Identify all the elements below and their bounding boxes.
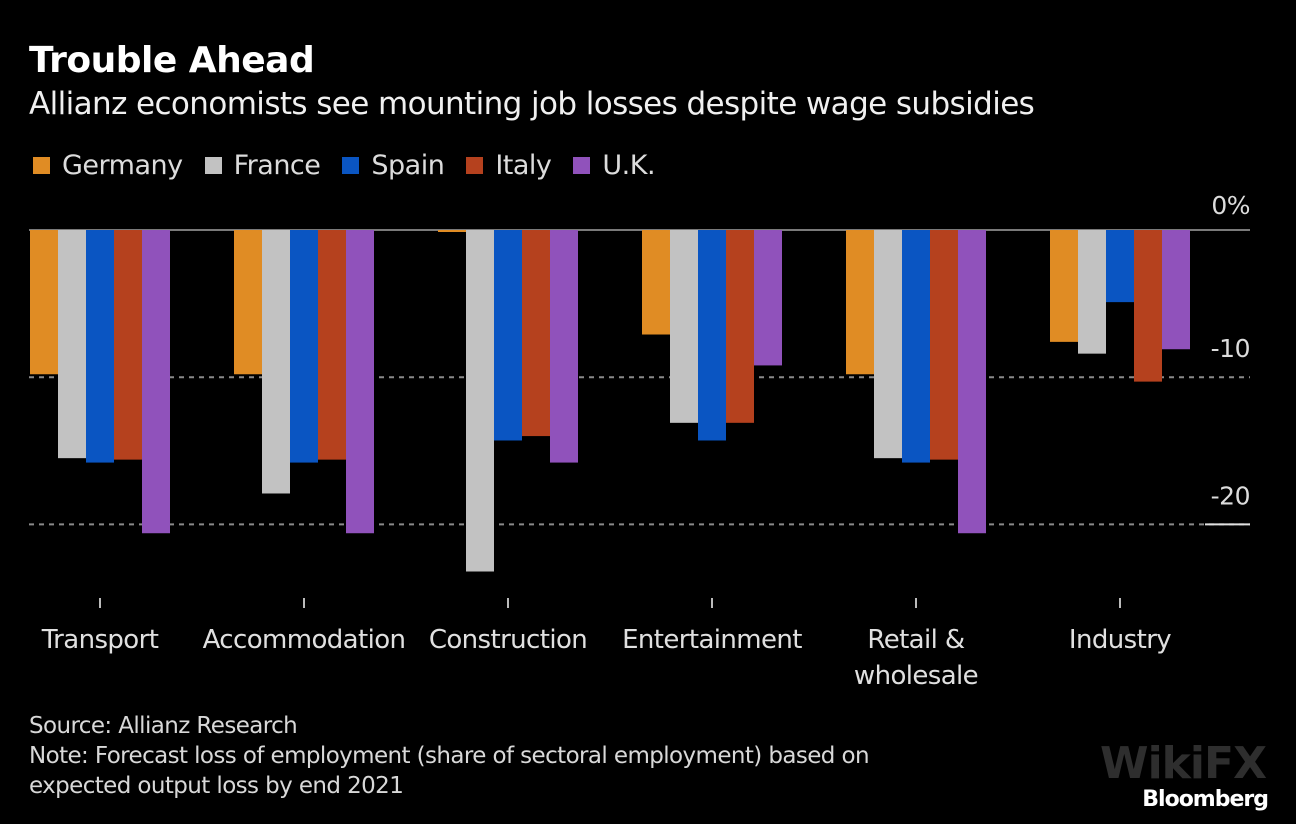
- bar-france-5: [1078, 230, 1106, 354]
- legend-item-germany: Germany: [33, 150, 183, 181]
- bar-germany-0: [30, 230, 58, 375]
- legend-label: Spain: [371, 150, 445, 181]
- bar-italy-0: [114, 230, 142, 460]
- category-label: Entertainment: [622, 625, 802, 655]
- category-label: Industry: [1069, 625, 1171, 655]
- legend-swatch: [204, 157, 222, 174]
- bar-spain-5: [1106, 230, 1134, 303]
- category-label: Accommodation: [203, 625, 406, 655]
- note-text-line2: expected output loss by end 2021: [29, 773, 404, 799]
- category-label: Transport: [41, 625, 159, 655]
- chart-title: Trouble Ahead: [29, 40, 315, 81]
- bar-spain-1: [290, 230, 318, 463]
- chart-subtitle: Allianz economists see mounting job loss…: [29, 86, 1035, 122]
- bar-uk-5: [1162, 230, 1190, 350]
- bar-uk-2: [550, 230, 578, 463]
- bar-germany-4: [846, 230, 874, 375]
- bar-germany-3: [642, 230, 670, 335]
- bar-germany-2: [438, 230, 466, 232]
- legend-label: Germany: [62, 150, 183, 181]
- bar-france-4: [874, 230, 902, 459]
- bar-germany-1: [234, 230, 262, 375]
- watermark-logo: WikiFX: [1100, 738, 1267, 789]
- note-text-line1: Note: Forecast loss of employment (share…: [29, 743, 870, 769]
- bar-france-1: [262, 230, 290, 494]
- bar-uk-1: [346, 230, 374, 534]
- legend-label: France: [233, 150, 321, 181]
- y-tick-label: -20: [1211, 481, 1250, 510]
- legend-swatch: [33, 157, 50, 174]
- bloomberg-logo: Bloomberg: [1142, 787, 1269, 812]
- bar-france-0: [58, 230, 86, 459]
- legend: Germany France Spain Italy U.K.: [33, 150, 677, 181]
- legend-item-uk: U.K.: [573, 150, 656, 181]
- footer-notes: Source: Allianz Research Note: Forecast …: [29, 711, 870, 801]
- y-tick-label: -10: [1211, 334, 1250, 363]
- bar-spain-3: [698, 230, 726, 441]
- bar-uk-3: [754, 230, 782, 366]
- bar-germany-5: [1050, 230, 1078, 342]
- bar-uk-0: [142, 230, 170, 534]
- legend-swatch: [342, 157, 360, 174]
- category-label: Retail &: [867, 625, 965, 655]
- bar-spain-2: [494, 230, 522, 441]
- legend-swatch: [573, 157, 591, 174]
- legend-label: U.K.: [602, 150, 656, 181]
- category-label: Construction: [429, 625, 587, 655]
- legend-item-france: France: [204, 150, 321, 181]
- source-text: Source: Allianz Research: [29, 713, 298, 739]
- legend-swatch: [466, 157, 484, 174]
- bar-italy-4: [930, 230, 958, 460]
- bar-uk-4: [958, 230, 986, 534]
- legend-item-italy: Italy: [466, 150, 552, 181]
- bar-spain-0: [86, 230, 114, 463]
- bar-italy-1: [318, 230, 346, 460]
- legend-item-spain: Spain: [342, 150, 445, 181]
- bar-italy-2: [522, 230, 550, 437]
- bar-spain-4: [902, 230, 930, 463]
- bar-france-2: [466, 230, 494, 572]
- bar-france-3: [670, 230, 698, 423]
- category-label: wholesale: [854, 661, 978, 691]
- legend-label: Italy: [495, 150, 552, 181]
- bar-italy-3: [726, 230, 754, 423]
- bar-italy-5: [1134, 230, 1162, 382]
- y-tick-label: 0%: [1211, 191, 1250, 220]
